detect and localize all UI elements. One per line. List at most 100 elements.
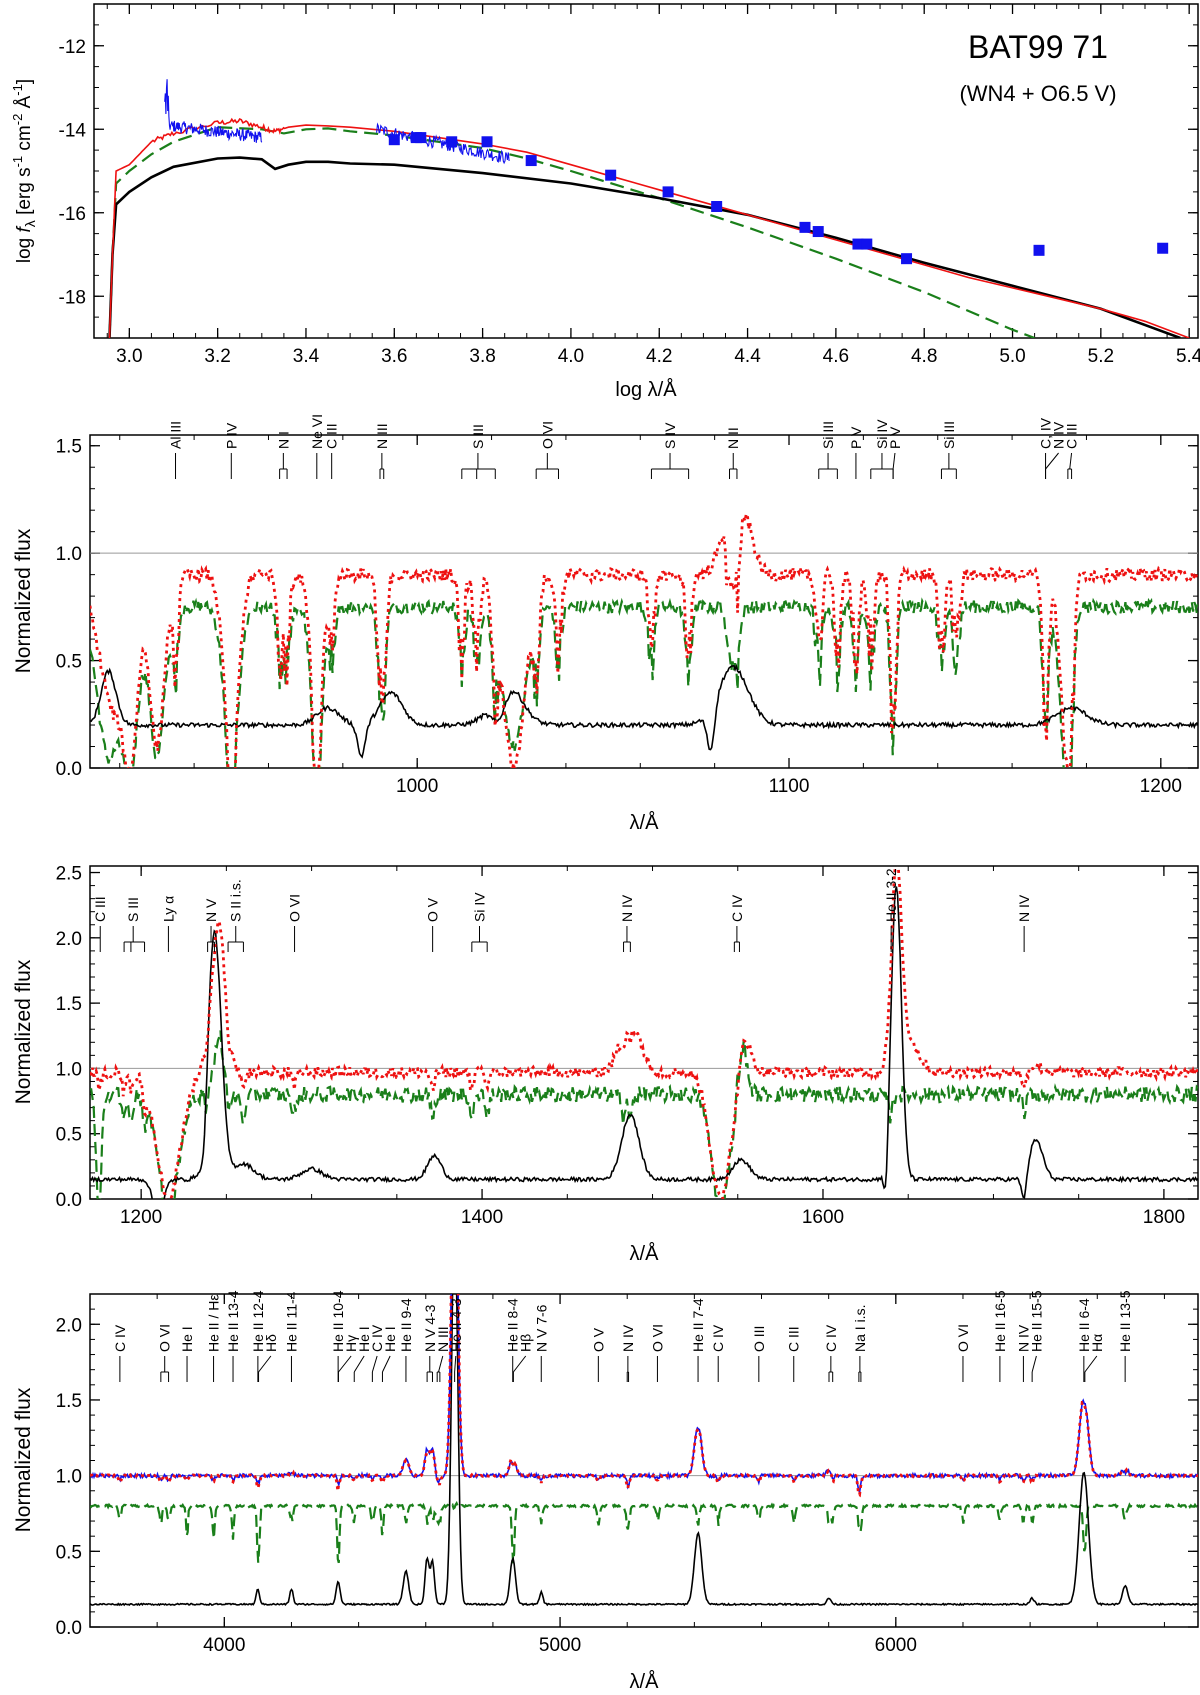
- x-tick-label: 1000: [396, 776, 438, 797]
- x-tick-label: 3.8: [469, 346, 495, 367]
- sed-clip-group: [108, 79, 1190, 338]
- line-id-label: Ly α: [160, 896, 176, 922]
- composite-model-line: [90, 512, 1198, 768]
- line-id-label: N IV: [1015, 1324, 1031, 1352]
- line-id-label: He II 15-5: [1028, 1290, 1044, 1352]
- x-tick-label: 4.8: [911, 346, 937, 367]
- x-tick-label: 1200: [1140, 776, 1182, 797]
- spectrum-clip-group: [90, 866, 1198, 1199]
- line-id-label: C III: [92, 896, 108, 922]
- optical-ticks: 4000 5000 6000 0.0 0.5 1.0 1.5 2.0: [56, 1293, 1198, 1656]
- line-id-label: He II 6-4: [1076, 1298, 1092, 1352]
- y-tick-label: 0.0: [56, 759, 82, 780]
- line-id-label: Ne VI: [309, 414, 325, 449]
- photometry-point: [711, 200, 723, 212]
- line-id-label: P V: [887, 426, 903, 449]
- fuv-line-ids: Al III P IV N I Ne VIC III N III S III O VI S I…: [168, 414, 1080, 479]
- y-tick-label: 1.0: [56, 1467, 82, 1488]
- y-tick-label: 0.0: [56, 1190, 82, 1211]
- line-id-label: Si IV: [874, 419, 890, 449]
- line-id-leader: [1031, 1355, 1037, 1373]
- y-tick-label: 1.0: [56, 544, 82, 565]
- fuv-series: [90, 512, 1198, 768]
- o-star-model-line: [90, 1500, 1198, 1564]
- line-id-leader: [338, 1355, 352, 1373]
- line-id-leader: [438, 1355, 444, 1373]
- line-id-label: He II 3-2: [883, 868, 899, 922]
- line-id-label: S III: [125, 897, 141, 922]
- line-id-label: C IV: [112, 1324, 128, 1352]
- sed-ylabel: log fλ [erg s-1 cm-2 Å-1]: [10, 79, 38, 263]
- o-star-model-line: [90, 597, 1198, 768]
- line-id-label: S III: [470, 424, 486, 449]
- x-tick-label: 5000: [539, 1635, 581, 1656]
- ylabel-part: Å: [14, 95, 35, 113]
- line-id-label: He I: [356, 1326, 372, 1352]
- photometry-point: [799, 221, 811, 233]
- sed-title: BAT99 71: [968, 29, 1108, 65]
- line-id-leader: [258, 1355, 272, 1373]
- uv-frame: [89, 865, 1199, 1200]
- line-id-leader: [512, 1355, 527, 1373]
- line-id-leader: [353, 1355, 365, 1373]
- line-id-leader: [371, 1355, 378, 1373]
- photometry-point: [525, 155, 537, 167]
- fuv-ylabel: Normalized flux: [12, 528, 35, 673]
- x-tick-label: 5.0: [999, 346, 1025, 367]
- line-id-label: Hδ: [263, 1334, 279, 1352]
- ylabel-part: ]: [14, 79, 35, 84]
- y-tick-label: 2.5: [56, 864, 82, 885]
- line-id-label: P IV: [223, 422, 239, 449]
- o-star-model-line: [108, 126, 1035, 338]
- sed-panel: 3.0 3.2 3.4 3.6 3.8 4.0 4.2 4.4 4.6 4.8 5.0 5.2 5.4 -…: [10, 3, 1200, 401]
- line-id-label: N IV: [620, 1324, 636, 1352]
- y-tick-label: 0.5: [56, 652, 82, 673]
- line-id-label: O VI: [649, 1324, 665, 1352]
- line-id-leader: [1045, 452, 1059, 470]
- line-id-label: O III: [751, 1326, 767, 1352]
- line-id-label: He II 10-4: [330, 1290, 346, 1352]
- x-tick-label: 4.2: [646, 346, 672, 367]
- photometry-point: [662, 186, 674, 198]
- line-id-label: P V: [848, 426, 864, 449]
- line-id-leader: [892, 452, 896, 470]
- optical-panel: 4000 5000 6000 0.0 0.5 1.0 1.5 2.0 C IV O VI He I…: [12, 1290, 1199, 1693]
- wr-model-line: [90, 663, 1198, 759]
- x-tick-label: 1600: [802, 1207, 844, 1228]
- line-id-label: C III: [786, 1326, 802, 1352]
- line-id-label: C III: [1064, 423, 1080, 449]
- line-id-label: He II 12-4: [250, 1290, 266, 1352]
- y-tick-label: 1.5: [56, 437, 82, 458]
- line-id-label: O VI: [157, 1324, 173, 1352]
- line-id-label: S IV: [662, 422, 678, 449]
- wr-model-line: [90, 1294, 1198, 1607]
- spectrum-clip-group: [90, 512, 1198, 768]
- photometry-point: [852, 238, 864, 250]
- y-tick-label: -14: [59, 120, 87, 141]
- photometry-point: [901, 253, 913, 265]
- ylabel-part: -1: [10, 156, 25, 168]
- uv-xlabel: λ/Å: [630, 1242, 660, 1265]
- line-id-label: S II i.s.: [228, 879, 244, 922]
- line-id-label: N II: [725, 427, 741, 449]
- photometry-point: [388, 134, 400, 146]
- x-tick-label: 5.4: [1176, 346, 1200, 367]
- line-id-leader: [1069, 452, 1073, 470]
- line-id-label: O V: [425, 897, 441, 922]
- line-id-label: O VI: [539, 421, 555, 449]
- line-id-label: He II 11-4: [284, 1291, 300, 1352]
- y-tick-label: 1.5: [56, 1391, 82, 1412]
- optical-line-ids: C IV O VI He I He II / Hε He II 13-4 He II 12…: [112, 1290, 1133, 1382]
- optical-xlabel: λ/Å: [630, 1670, 660, 1693]
- line-id-label: Si III: [820, 421, 836, 449]
- line-id-leader: [454, 1355, 457, 1373]
- composite-model-line: [90, 866, 1198, 1199]
- ylabel-part: f: [14, 225, 35, 232]
- line-id-label: He II / Hε: [206, 1294, 222, 1352]
- photometry-point: [1157, 242, 1169, 254]
- o-star-model-line: [90, 1030, 1198, 1199]
- ylabel-part: [erg s: [14, 167, 35, 220]
- x-tick-label: 1400: [461, 1207, 503, 1228]
- line-id-label: N IV: [619, 894, 635, 922]
- line-id-label: O VI: [955, 1324, 971, 1352]
